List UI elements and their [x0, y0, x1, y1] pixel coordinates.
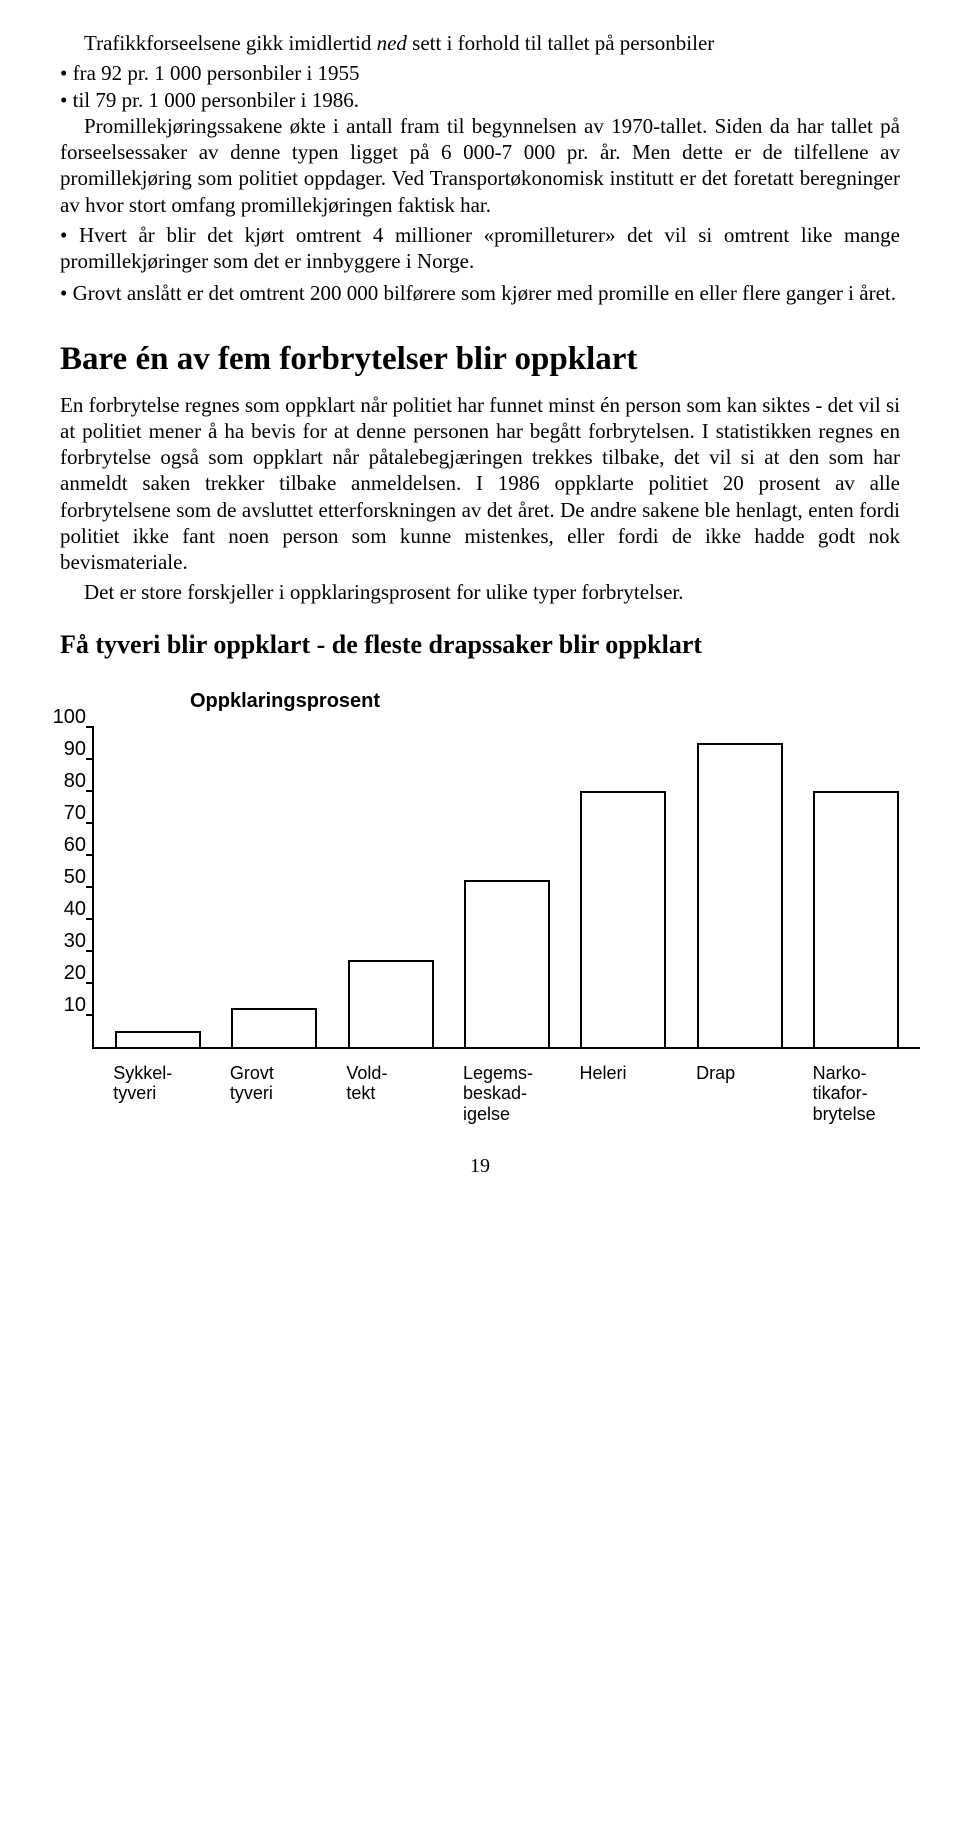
bullet-text: fra 92 pr. 1 000 personbiler i 1955 — [73, 61, 360, 85]
y-tick-mark — [86, 726, 94, 728]
body-paragraph-1: En forbrytelse regnes som oppklart når p… — [60, 392, 900, 576]
x-tick-label: Vold- tekt — [346, 1063, 432, 1125]
intro-paragraph-2: Promillekjøringssakene økte i antall fra… — [60, 113, 900, 218]
bullet-text: Grovt anslått er det omtrent 200 000 bil… — [73, 281, 896, 305]
chart-title: Oppklaringsprosent — [190, 690, 900, 713]
bullet-item: fra 92 pr. 1 000 personbiler i 1955 — [60, 60, 900, 86]
bar — [115, 1031, 201, 1047]
bar — [813, 791, 899, 1047]
bars-container — [94, 727, 920, 1047]
y-tick-mark — [86, 822, 94, 824]
bullet-item: Hvert år blir det kjørt omtrent 4 millio… — [60, 222, 900, 275]
x-tick-label: Drap — [696, 1063, 782, 1125]
y-tick-mark — [86, 790, 94, 792]
bar — [697, 743, 783, 1047]
x-tick-label: Legems- beskad- igelse — [463, 1063, 549, 1125]
x-tick-label: Heleri — [580, 1063, 666, 1125]
subsection-heading: Få tyveri blir oppklart - de fleste drap… — [60, 630, 900, 660]
bar — [348, 960, 434, 1046]
body-paragraph-2: Det er store forskjeller i oppklaringspr… — [60, 579, 900, 605]
y-tick-mark — [86, 886, 94, 888]
y-tick-mark — [86, 950, 94, 952]
y-tick-mark — [86, 1014, 94, 1016]
section-heading: Bare én av fem forbrytelser blir oppklar… — [60, 341, 900, 378]
page-number: 19 — [60, 1155, 900, 1178]
intro-paragraph-1: Trafikkforseelsene gikk imidlertid ned s… — [60, 30, 900, 56]
y-tick-mark — [86, 918, 94, 920]
y-tick-mark — [86, 982, 94, 984]
text-run: Trafikkforseelsene gikk imidlertid — [84, 31, 377, 55]
y-tick-mark — [86, 758, 94, 760]
y-tick-mark — [86, 854, 94, 856]
x-tick-label: Narko- tikafor- brytelse — [813, 1063, 899, 1125]
bar-chart: 100908070605040302010 Sykkel- tyveri Grov… — [40, 727, 920, 1125]
bullet-item: til 79 pr. 1 000 personbiler i 1986. — [60, 87, 900, 113]
bar — [231, 1008, 317, 1046]
bullet-text: til 79 pr. 1 000 personbiler i 1986. — [73, 88, 359, 112]
bar — [580, 791, 666, 1047]
text-run: sett i forhold til tallet på personbiler — [407, 31, 714, 55]
bar — [464, 880, 550, 1046]
y-axis: 100908070605040302010 — [40, 727, 92, 1047]
plot-area — [92, 727, 920, 1049]
x-axis-labels: Sykkel- tyveri Grovt tyveri Vold- tekt Lege… — [92, 1049, 920, 1125]
bullet-text: Hvert år blir det kjørt omtrent 4 millio… — [60, 223, 900, 273]
italic-word: ned — [377, 31, 407, 55]
x-tick-label: Sykkel- tyveri — [113, 1063, 199, 1125]
x-tick-label: Grovt tyveri — [230, 1063, 316, 1125]
bullet-item: Grovt anslått er det omtrent 200 000 bil… — [60, 280, 900, 306]
